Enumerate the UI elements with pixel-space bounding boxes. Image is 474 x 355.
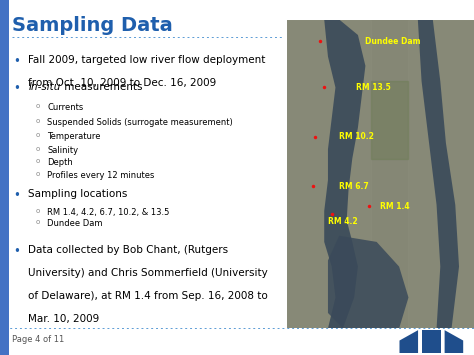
Text: o: o (36, 118, 40, 124)
Text: •: • (13, 189, 20, 202)
Text: o: o (36, 146, 40, 152)
Text: measurements: measurements (61, 82, 142, 92)
Polygon shape (445, 330, 463, 353)
Text: o: o (36, 158, 40, 164)
Text: o: o (36, 103, 40, 109)
Text: Depth: Depth (47, 158, 73, 167)
Text: •: • (13, 245, 20, 258)
Text: of Delaware), at RM 1.4 from Sep. 16, 2008 to: of Delaware), at RM 1.4 from Sep. 16, 20… (28, 291, 268, 301)
Text: Dundee Dam: Dundee Dam (365, 37, 421, 46)
Text: Sampling Data: Sampling Data (12, 16, 173, 35)
Text: RM 10.2: RM 10.2 (339, 132, 374, 141)
Text: Currents: Currents (47, 103, 83, 112)
Text: Page 4 of 11: Page 4 of 11 (12, 335, 64, 344)
Text: Profiles every 12 minutes: Profiles every 12 minutes (47, 171, 155, 180)
Text: RM 6.7: RM 6.7 (339, 182, 369, 191)
Text: RM 1.4, 4.2, 6.7, 10.2, & 13.5: RM 1.4, 4.2, 6.7, 10.2, & 13.5 (47, 208, 170, 217)
Text: Mar. 10, 2009: Mar. 10, 2009 (28, 314, 100, 324)
Polygon shape (422, 330, 441, 353)
Text: o: o (36, 219, 40, 225)
Text: o: o (36, 208, 40, 214)
Text: University) and Chris Sommerfield (University: University) and Chris Sommerfield (Unive… (28, 268, 268, 278)
Bar (409, 20, 474, 328)
Text: o: o (36, 132, 40, 138)
Polygon shape (418, 20, 459, 328)
Text: o: o (36, 171, 40, 178)
Text: RM 13.5: RM 13.5 (356, 83, 391, 92)
Bar (371, 81, 409, 158)
Polygon shape (328, 236, 409, 328)
Bar (287, 20, 371, 328)
Text: •: • (13, 55, 20, 68)
Text: Dundee Dam: Dundee Dam (47, 219, 103, 228)
Text: Suspended Solids (surrogate measurement): Suspended Solids (surrogate measurement) (47, 118, 233, 127)
Text: Sampling locations: Sampling locations (28, 189, 128, 199)
Text: RM 4.2: RM 4.2 (328, 217, 357, 226)
Polygon shape (324, 20, 365, 328)
Text: from Oct. 10, 2009 to Dec. 16, 2009: from Oct. 10, 2009 to Dec. 16, 2009 (28, 78, 217, 88)
Text: In-situ: In-situ (28, 82, 61, 92)
Text: RM 1.4: RM 1.4 (380, 202, 410, 211)
Text: Fall 2009, targeted low river flow deployment: Fall 2009, targeted low river flow deplo… (28, 55, 266, 65)
Text: •: • (13, 82, 20, 95)
Polygon shape (400, 330, 418, 353)
Bar (0, 0, 9, 355)
Text: Salinity: Salinity (47, 146, 79, 154)
Text: Temperature: Temperature (47, 132, 101, 141)
Text: Data collected by Bob Chant, (Rutgers: Data collected by Bob Chant, (Rutgers (28, 245, 228, 255)
